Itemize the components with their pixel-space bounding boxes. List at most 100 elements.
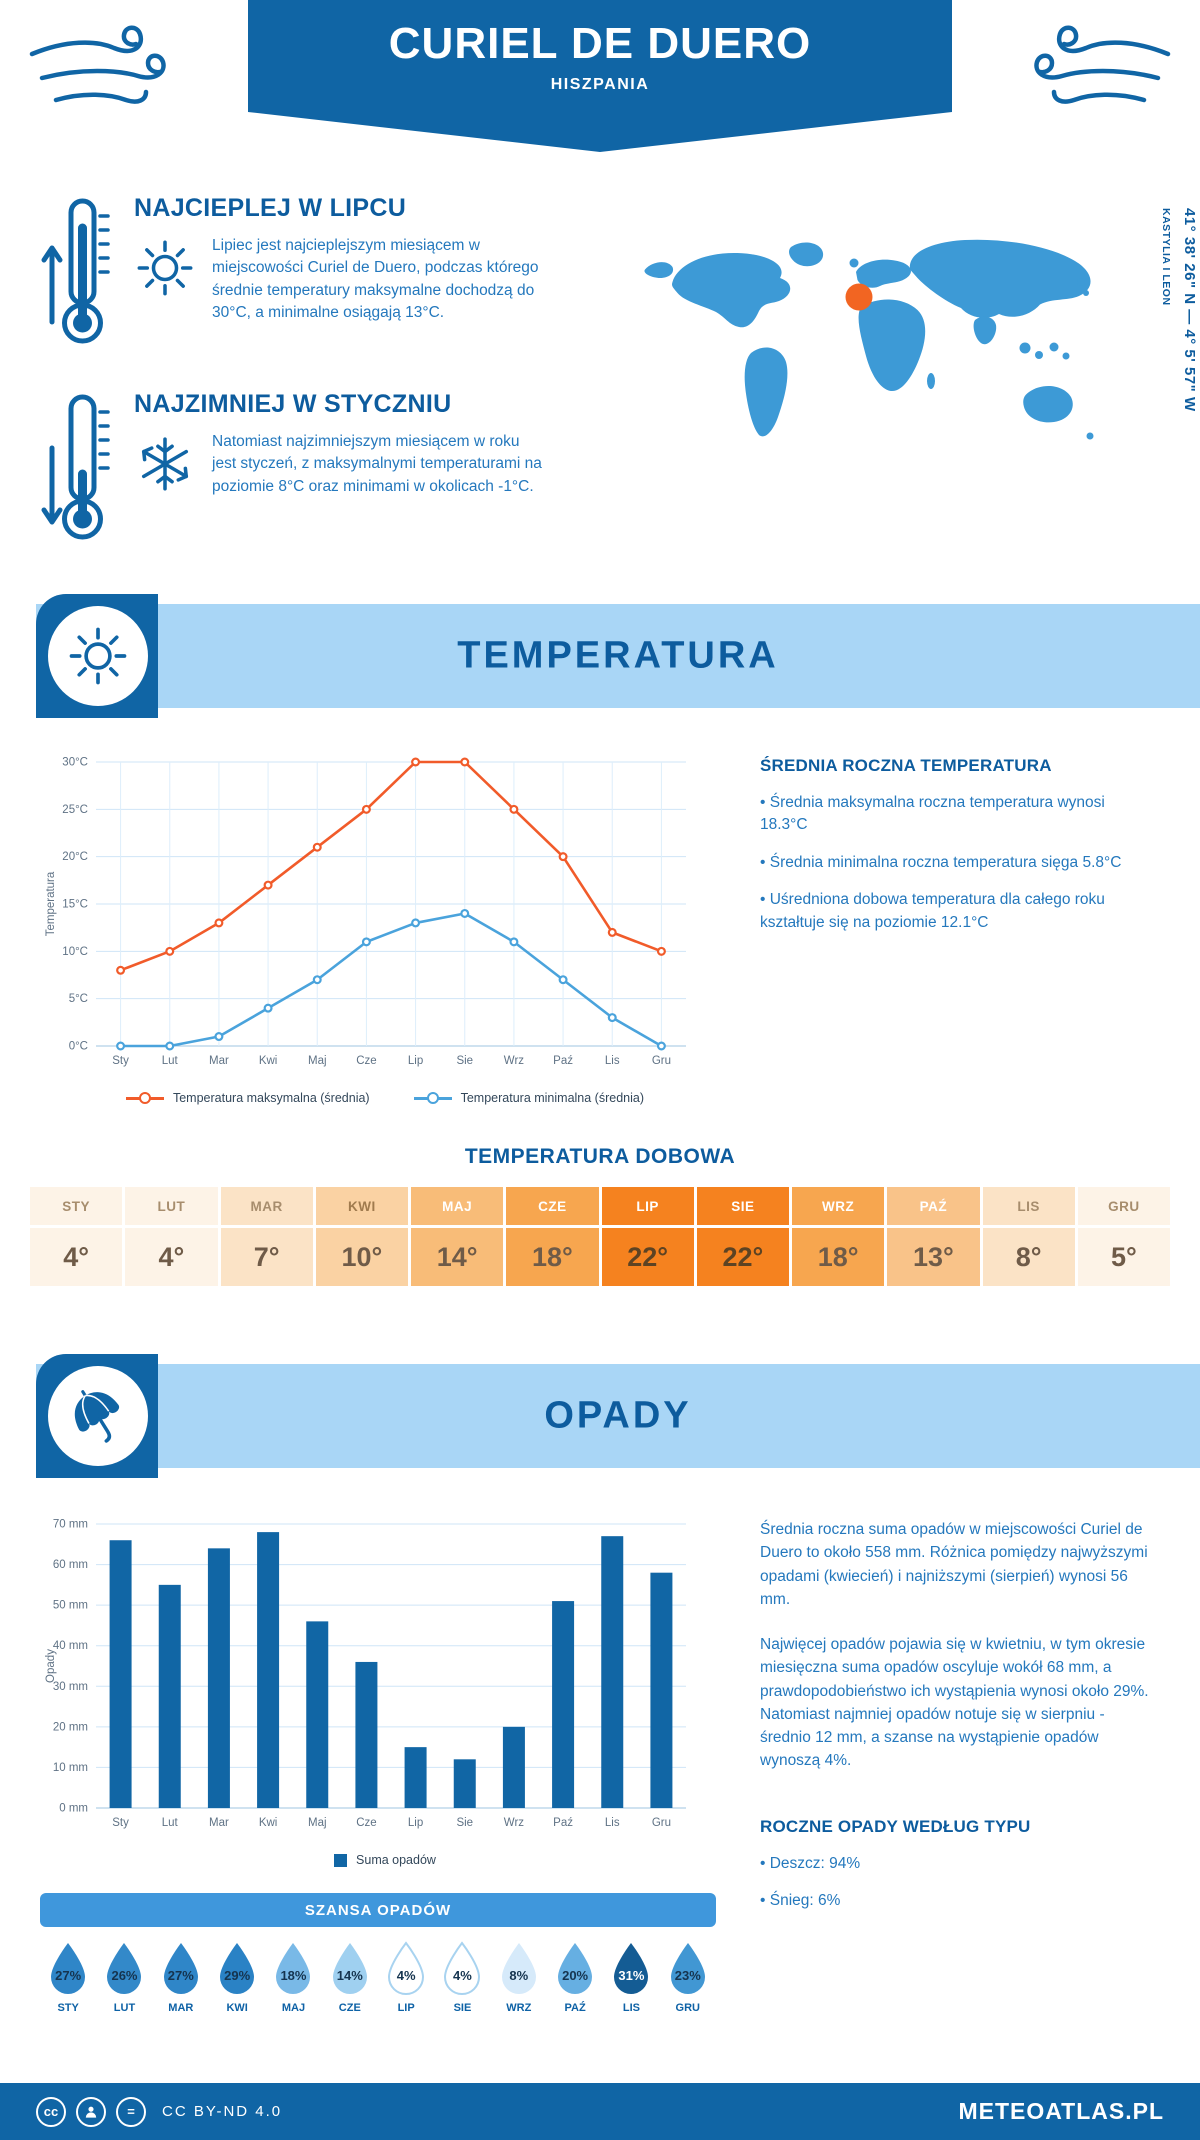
- chance-value: 4%: [396, 1968, 416, 1983]
- svg-text:30°C: 30°C: [62, 757, 88, 769]
- thermometer-cold-icon: [41, 394, 110, 540]
- value-cell: 10°: [315, 1228, 408, 1286]
- svg-text:Wrz: Wrz: [504, 1817, 524, 1829]
- table-column: MAR 7°: [220, 1187, 313, 1286]
- annual-temp-bullet: • Średnia maksymalna roczna temperatura …: [760, 794, 1105, 834]
- svg-text:Maj: Maj: [308, 1055, 327, 1067]
- svg-text:Kwi: Kwi: [259, 1055, 278, 1067]
- droplet-icon: [276, 1943, 311, 1994]
- droplet-icon: [220, 1943, 255, 1994]
- chance-month: WRZ: [506, 2002, 532, 2014]
- svg-text:Kwi: Kwi: [259, 1817, 278, 1829]
- annual-temp-bullet: • Uśredniona dobowa temperatura dla całe…: [760, 891, 1105, 931]
- value-cell: 5°: [1077, 1228, 1170, 1286]
- min-series-label: Temperatura minimalna (średnia): [460, 1091, 644, 1105]
- page-subtitle: HISZPANIA: [550, 75, 650, 93]
- chance-cell: 20% PAŹ: [547, 1941, 603, 2014]
- month-cell: LIS: [982, 1187, 1075, 1225]
- map-area: 41° 38' 26" N — 4° 5' 57" W KASTYLIA I L…: [620, 194, 1200, 590]
- svg-text:Lip: Lip: [408, 1817, 423, 1829]
- month-cell: PAŹ: [887, 1187, 980, 1225]
- chance-month: GRU: [675, 2002, 700, 2014]
- chance-cell: 4% LIP: [378, 1941, 434, 2014]
- svg-text:Lis: Lis: [605, 1055, 620, 1067]
- month-cell: SIE: [696, 1187, 789, 1225]
- svg-text:Lis: Lis: [605, 1817, 620, 1829]
- svg-text:Gru: Gru: [652, 1817, 671, 1829]
- value-cell: 4°: [125, 1228, 218, 1286]
- chance-month: LIS: [622, 2002, 640, 2014]
- chance-value: 31%: [618, 1968, 645, 1983]
- chance-cell: 26% LUT: [96, 1941, 152, 2014]
- wind-icon: [29, 25, 166, 104]
- precip-paragraph: Najwięcej opadów pojawia się w kwietniu,…: [760, 1636, 1149, 1770]
- chance-cell: 27% STY: [40, 1941, 96, 2014]
- droplet-icon: [332, 1943, 367, 1994]
- temperature-chart: 0°C 5°C 10°C 15°C 20°C 25°C 30°C Sty Lut Mar Kwi Ma…: [45, 757, 686, 1067]
- svg-text:Maj: Maj: [308, 1817, 327, 1829]
- precipitation-band-title: OPADY: [544, 1394, 692, 1437]
- snowflake-icon: [141, 437, 189, 491]
- annual-temp-bullet: • Średnia minimalna roczna temperatura s…: [760, 853, 1122, 871]
- svg-text:30 mm: 30 mm: [53, 1681, 88, 1693]
- precip-by-type-title: ROCZNE OPADY WEDŁUG TYPU: [760, 1816, 1031, 1836]
- chance-month: KWI: [226, 2002, 248, 2014]
- chance-value: 14%: [336, 1968, 363, 1983]
- svg-text:Lip: Lip: [408, 1055, 423, 1067]
- chance-month: PAŹ: [564, 2002, 586, 2014]
- month-cell: WRZ: [792, 1187, 885, 1225]
- chance-of-precip-header: SZANSA OPADÓW: [40, 1893, 716, 1927]
- coldest-info: NAJZIMNIEJ W STYCZNIU Natomiast najzimni…: [40, 390, 620, 550]
- max-series-marker: [125, 1096, 164, 1100]
- chance-value: 18%: [280, 1968, 307, 1983]
- table-column: LUT 4°: [125, 1187, 218, 1286]
- table-column: WRZ 18°: [792, 1187, 885, 1286]
- svg-text:15°C: 15°C: [62, 899, 88, 911]
- chance-cell: 31% LIS: [603, 1941, 659, 2014]
- value-cell: 8°: [982, 1228, 1075, 1286]
- chance-month: LUT: [113, 2002, 136, 2014]
- region-label: KASTYLIA I LEON: [1160, 208, 1172, 306]
- droplet-icon: [163, 1943, 198, 1994]
- droplet-icon: [107, 1943, 142, 1994]
- svg-text:0 mm: 0 mm: [59, 1803, 88, 1815]
- sun-icon: [137, 240, 193, 296]
- value-cell: 14°: [411, 1228, 504, 1286]
- footer: cc = CC BY-ND 4.0 METEOATLAS.PL: [0, 2083, 1200, 2140]
- warmest-info: NAJCIEPLEJ W LIPCU Lipiec jest najcieple…: [40, 194, 620, 354]
- svg-text:Lut: Lut: [162, 1055, 179, 1067]
- droplet-icon: [558, 1943, 593, 1994]
- svg-text:25°C: 25°C: [62, 804, 88, 816]
- chance-value: 27%: [167, 1968, 194, 1983]
- chance-of-precip-row: 27% STY 26% LUT: [40, 1941, 716, 2014]
- coordinates-label: 41° 38' 26" N — 4° 5' 57" W: [1181, 208, 1198, 412]
- svg-text:Cze: Cze: [356, 1817, 376, 1829]
- chance-value: 26%: [111, 1968, 138, 1983]
- coldest-title: NAJZIMNIEJ W STYCZNIU: [134, 390, 452, 418]
- chance-value: 23%: [674, 1968, 701, 1983]
- svg-text:Gru: Gru: [652, 1055, 671, 1067]
- license-icons: cc =: [36, 2096, 146, 2127]
- month-cell: KWI: [315, 1187, 408, 1225]
- svg-text:20°C: 20°C: [62, 851, 88, 863]
- brand-logo: METEOATLAS.PL: [958, 2098, 1164, 2124]
- precip-type-bullet: • Śnieg: 6%: [760, 1891, 841, 1909]
- month-cell: MAJ: [411, 1187, 504, 1225]
- value-cell: 18°: [792, 1228, 885, 1286]
- page-title: CURIEL DE DUERO: [388, 18, 812, 68]
- precipitation-band: OPADY: [36, 1354, 1200, 1478]
- chance-value: 20%: [562, 1968, 589, 1983]
- precip-series-label: Suma opadów: [356, 1853, 436, 1867]
- chance-cell: 18% MAJ: [265, 1941, 321, 2014]
- cc-icon: cc: [36, 2096, 66, 2127]
- temperature-chart-legend: Temperatura maksymalna (średnia) Tempera…: [40, 1091, 730, 1105]
- svg-text:10 mm: 10 mm: [53, 1762, 88, 1774]
- svg-text:60 mm: 60 mm: [53, 1559, 88, 1571]
- svg-text:Sty: Sty: [112, 1817, 129, 1829]
- svg-text:Opady: Opady: [45, 1649, 57, 1683]
- value-cell: 22°: [601, 1228, 694, 1286]
- month-cell: LUT: [125, 1187, 218, 1225]
- svg-text:Sie: Sie: [456, 1055, 473, 1067]
- daily-temperature-table: STY 4° LUT 4° MAR 7° KWI 10° MAJ 14° CZE…: [30, 1187, 1170, 1286]
- min-series-marker: [413, 1096, 452, 1100]
